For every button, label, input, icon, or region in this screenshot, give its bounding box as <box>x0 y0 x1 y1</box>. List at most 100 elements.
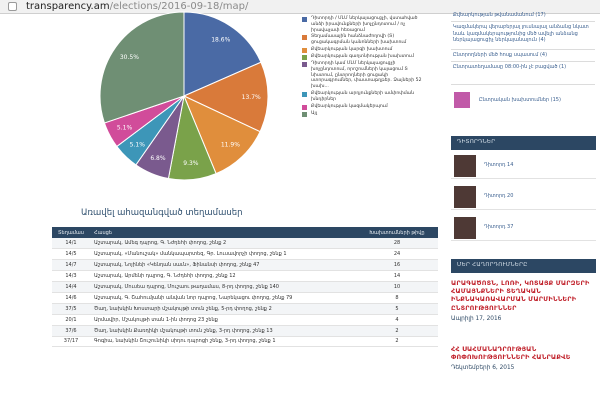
pie-slice-label: 5.1% <box>130 141 146 148</box>
url-path: /elections/2016-09-18/map/ <box>109 1 249 12</box>
cell-address: Աշտարակ, Նոյինեի «Կենդան սաւն», Ֆինանսի … <box>90 259 356 272</box>
observer-item[interactable]: Դիտորդ 37 <box>451 215 596 241</box>
observer-avatar <box>454 217 476 239</box>
cell-address: Աշտարակ, Գ. Շահումյանի անվան նոր դպրոց, … <box>90 292 356 304</box>
legend-item[interactable]: Քվեարկության կարգի խախտում <box>302 47 430 53</box>
cell-precinct: 14/5 <box>52 248 90 261</box>
browser-url-bar[interactable]: transparency.am/elections/2016-09-18/map… <box>0 0 600 14</box>
pie-slice-label: 13.7% <box>242 94 261 101</box>
legend-item[interactable]: Քվեարկության կազմակերպում <box>302 104 430 110</box>
legend-item[interactable]: Դիտորդի կամ ՄԼՄ ներկայացուցչի խոչընդոտու… <box>302 61 430 90</box>
cell-violations: 14 <box>356 270 438 283</box>
cell-violations: 2 <box>356 325 438 337</box>
table-row[interactable]: 37/6 Ծաղ, նախկին Քառդիկի մշակույթի տուն շ… <box>52 325 438 337</box>
news-headline[interactable]: ՀՀ ՍԱՀՄԱՆԱԴՐՈՒԹՅԱՆ ՓՈՓՈԽՈՒԹՅՈՒՆՆԵՐԻ ՀԱՆՐ… <box>451 345 571 362</box>
pie-slice-label: 9.3% <box>183 160 199 167</box>
legend-label: Այլ <box>311 110 318 116</box>
observer-label[interactable]: Դիտորդ 20 <box>484 193 514 199</box>
legend-label: Քվեարկության կարգի խախտում <box>311 46 393 52</box>
table-row[interactable]: 14/3 Աշտարակ, Արմենի դպրոց, Գ. Նժդեհի փող… <box>52 270 438 283</box>
right-sidebar: Քվեարկության թվանամանում (17) Կազմակերպ … <box>445 0 600 404</box>
precincts-table: Տեղամաս Հասցե Խախտումների թիվը 14/1 Աշտար… <box>52 227 438 348</box>
sidebar-link-count[interactable]: Քվեարկության թվանամանում (17) <box>453 12 546 18</box>
pie-slice[interactable] <box>183 95 261 175</box>
cell-precinct: 14/1 <box>52 238 90 250</box>
category-thumbnail[interactable] <box>454 92 470 108</box>
table-row[interactable]: 37/17 Գոգիա, նախկին Շուշունիկի սիդու դպրո… <box>52 336 438 348</box>
sidebar-link-voters-flow[interactable]: Ընտրողների մեծ հոսք սպասում (4) <box>453 52 548 58</box>
header-precinct[interactable]: Տեղամաս <box>52 227 90 238</box>
legend-label: Քվեարկության կազմակերպում <box>311 103 388 109</box>
news-date: Դեկտեմբերի 6, 2015 <box>451 365 515 372</box>
legend-label: Քվեարկության գաղտնիության խախտում <box>311 53 414 59</box>
table-row[interactable]: 20/1 Արմավիր, Մշակույթի տան 1-ին փողոց 23… <box>52 314 438 326</box>
news-date: Ապրիլի 17, 2016 <box>451 315 502 322</box>
pie-slice[interactable] <box>183 11 262 97</box>
url-host: transparency.am <box>26 1 110 12</box>
cell-address: Աշտարակ, Արմենի դպրոց, Գ. Նժդեհի փողոց, … <box>90 270 356 283</box>
news-item[interactable]: ԱՐԱԳԱԾՈՏՆ, ԼՈՌԻ, ԿՈՏԱՅՔ ՄԱՐԶԵՐԻ ՀԱՄԱՅՆՔՆ… <box>451 279 596 322</box>
cell-violations: 24 <box>356 248 438 261</box>
legend-label: Տեղամասային հանձնաժողովի (Տ) ցուցակագրմա… <box>311 34 407 46</box>
sidebar-link-opening[interactable]: Ընտրատեղամասը 08:00-ին չէ բացված (1) <box>453 64 567 70</box>
cell-violations: 2 <box>356 336 438 348</box>
table-row[interactable]: 14/6 Աշտարակ, Գ. Շահումյանի անվան նոր դպր… <box>52 292 438 304</box>
observers-title: ԴԻՏՈՐԴՆԵՐ <box>457 139 496 145</box>
legend-item[interactable]: Քվեարկության գաղտնիության խախտում <box>302 54 430 60</box>
page-icon <box>8 2 17 11</box>
news-headline[interactable]: ԱՐԱԳԱԾՈՏՆ, ԼՈՌԻ, ԿՈՏԱՅՔ ՄԱՐԶԵՐԻ ՀԱՄԱՅՆՔՆ… <box>451 279 590 312</box>
header-address[interactable]: Հասցե <box>90 227 356 238</box>
table-body: 14/1 Աշտարակ, Ամեգ դպրոց, Գ. Նժդեհի փողոց… <box>52 238 438 348</box>
news-item[interactable]: ՀՀ ՍԱՀՄԱՆԱԴՐՈՒԹՅԱՆ ՓՈՓՈԽՈՒԹՅՈՒՆՆԵՐԻ ՀԱՆՐ… <box>451 345 596 371</box>
observer-item[interactable]: Դիտորդ 14 <box>451 153 596 179</box>
legend-item[interactable]: Տեղամասային հանձնաժողովի (Տ) ցուցակագրմա… <box>302 34 430 46</box>
observer-label[interactable]: Դիտորդ 37 <box>484 224 514 230</box>
observer-item[interactable]: Դիտորդ 20 <box>451 184 596 210</box>
pie-slice[interactable] <box>99 11 185 124</box>
cell-address: Աշտարակ, Ամեգ դպրոց, Գ. Նժդեհի փողոց, շե… <box>90 238 356 250</box>
cell-address: Ծաղ, նախկին Քառդիկի մշակույթի տուն շենք,… <box>90 325 356 337</box>
cell-violations: 10 <box>356 281 438 293</box>
pie-slice-label: 5.1% <box>117 124 133 131</box>
pie-legend: Դիտորդի / ՄԼՄ ներկայացուցչի, վստահված ան… <box>302 16 430 118</box>
url-text[interactable]: transparency.am/elections/2016-09-18/map… <box>26 0 248 14</box>
table-row[interactable]: 14/7 Աշտարակ, Նոյինեի «Կենդան սաւն», Ֆինա… <box>52 259 438 272</box>
legend-item[interactable]: Դիտորդի / ՄԼՄ ներկայացուցչի, վստահված ան… <box>302 16 430 33</box>
list-title: Առավել ահազանգված տեղամասեր <box>81 208 243 218</box>
table-row[interactable]: 14/1 Աշտարակ, Ամեգ դպրոց, Գ. Նժդեհի փողոց… <box>52 238 438 250</box>
violations-pie-chart: 18.6% 13.7% 11.9% 9.3% 6.8% 5.1% 5.1% 30.5% <box>98 2 270 187</box>
pie-slice-label: 30.5% <box>120 54 139 61</box>
divider <box>451 84 595 85</box>
divider <box>451 49 595 50</box>
cell-violations: 4 <box>356 314 438 326</box>
table-row[interactable]: 37/5 Ծաղ, նախկին Խոստարի մշակույթի տուն շ… <box>52 303 438 315</box>
legend-item[interactable]: Այլ <box>302 111 430 117</box>
legend-swatch <box>302 91 307 97</box>
divider <box>451 21 595 22</box>
observer-label[interactable]: Դիտորդ 14 <box>484 162 514 168</box>
pie-slice-label: 11.9% <box>221 142 240 149</box>
cell-precinct: 14/4 <box>52 281 90 293</box>
table-row[interactable]: 14/5 Աշտարակ, «Մանուշակ» մանկապարտեզ, Գր.… <box>52 248 438 261</box>
header-violations[interactable]: Խախտումների թիվը <box>356 227 438 238</box>
sidebar-link-violations[interactable]: Ընտրական խախտումներ (15) <box>479 97 561 103</box>
legend-swatch <box>302 17 307 22</box>
legend-label: Դիտորդի կամ ՄԼՄ ներկայացուցչի խոչընդոտու… <box>311 60 422 90</box>
pie-slice[interactable] <box>182 61 269 133</box>
observer-avatar <box>454 155 476 177</box>
cell-precinct: 37/17 <box>52 336 90 348</box>
cell-precinct: 14/7 <box>52 259 90 272</box>
table-header-row: Տեղամաս Հասցե Խախտումների թիվը <box>52 227 438 238</box>
observer-avatar <box>454 186 476 208</box>
legend-label: Դիտորդի / ՄԼՄ ներկայացուցչի, վստահված ան… <box>311 16 418 33</box>
sidebar-link-representatives[interactable]: Կազմակերպ վերաբերյալ լուսնայալ անձանց նկ… <box>453 24 589 43</box>
legend-swatch <box>302 35 307 41</box>
legend-item[interactable]: Քվեարկության արդյունքների ամփոփման խնդիր… <box>302 91 430 103</box>
cell-address: Աշտարակ, Մուսեա դպրոց, Մուշաու թաղամաս, … <box>90 281 356 293</box>
cell-address: Արմավիր, Մշակույթի տան 1-ին փողոց 23 շեն… <box>90 314 356 326</box>
cell-address: Ծաղ, նախկին Խոստարի մշակույթի տուն շենք,… <box>90 303 356 315</box>
cell-address: Աշտարակ, «Մանուշակ» մանկապարտեզ, Գր. Լու… <box>90 248 356 261</box>
table-row[interactable]: 14/4 Աշտարակ, Մուսեա դպրոց, Մուշաու թաղամ… <box>52 281 438 293</box>
pie-svg: 18.6% 13.7% 11.9% 9.3% 6.8% 5.1% 5.1% 30.5% <box>99 11 269 181</box>
cell-violations: 28 <box>356 238 438 250</box>
